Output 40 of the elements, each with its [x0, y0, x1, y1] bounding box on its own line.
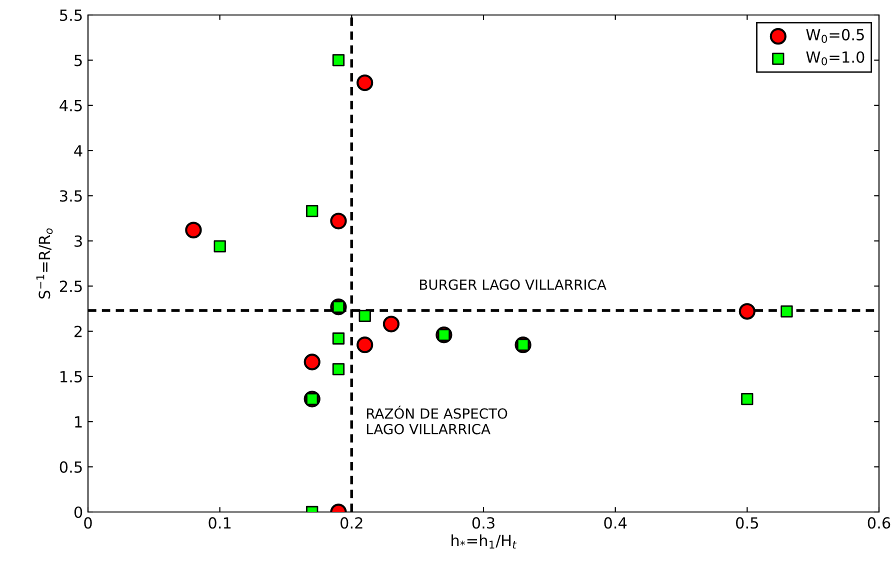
x-tick-label: 0.5 — [736, 517, 758, 529]
y-tick-label: 5.5 — [60, 10, 82, 22]
x-tick-label: 0.3 — [472, 517, 494, 529]
y-tick-label: 1 — [75, 416, 82, 428]
x-tick-label: 0.4 — [604, 517, 627, 529]
point — [332, 332, 345, 345]
y-tick-label: 3.5 — [60, 190, 82, 202]
x-tick-label: 0 — [84, 517, 92, 529]
point — [741, 392, 754, 406]
y-tick-label: 0.5 — [60, 461, 82, 473]
y-tick-label: 5 — [74, 54, 82, 66]
point — [304, 354, 320, 370]
point — [356, 74, 374, 92]
x-tick-label: 0.2 — [340, 517, 362, 529]
y-axis-title: S$^{−1}$=R/R$_{o}$ — [36, 228, 53, 299]
point — [382, 316, 400, 332]
point — [214, 240, 226, 252]
point — [332, 363, 345, 376]
legend-label: W$_{0}$=0.5 — [806, 28, 864, 43]
y-tick-label: 2 — [74, 326, 82, 338]
point — [358, 310, 371, 322]
y-tick-label: 4 — [74, 145, 82, 156]
legend-label: W$_{0}$=1.0 — [806, 51, 864, 66]
point — [332, 54, 345, 66]
point — [185, 222, 202, 238]
y-tick-label: 2.5 — [60, 280, 82, 292]
point — [738, 303, 756, 320]
y-tick-label: 4.5 — [60, 100, 82, 112]
point — [306, 205, 318, 218]
point — [330, 212, 347, 230]
point — [356, 336, 374, 354]
x-tick-label: 0.1 — [208, 517, 231, 529]
y-tick-label: 3 — [74, 235, 82, 247]
y-tick-label: 1.5 — [60, 371, 82, 382]
y-tick-label: 0 — [74, 506, 82, 518]
x-axis-title: h$_{*}$=h$_{1}$/H$_{t}$ — [452, 534, 517, 549]
annotation: RAZÓN DE ASPECTO LAGO VILLARRICA — [367, 406, 508, 434]
x-tick-label: 0.6 — [868, 517, 890, 529]
annotation: BURGER LAGO VILLARRICA — [420, 279, 606, 290]
point — [780, 305, 793, 318]
